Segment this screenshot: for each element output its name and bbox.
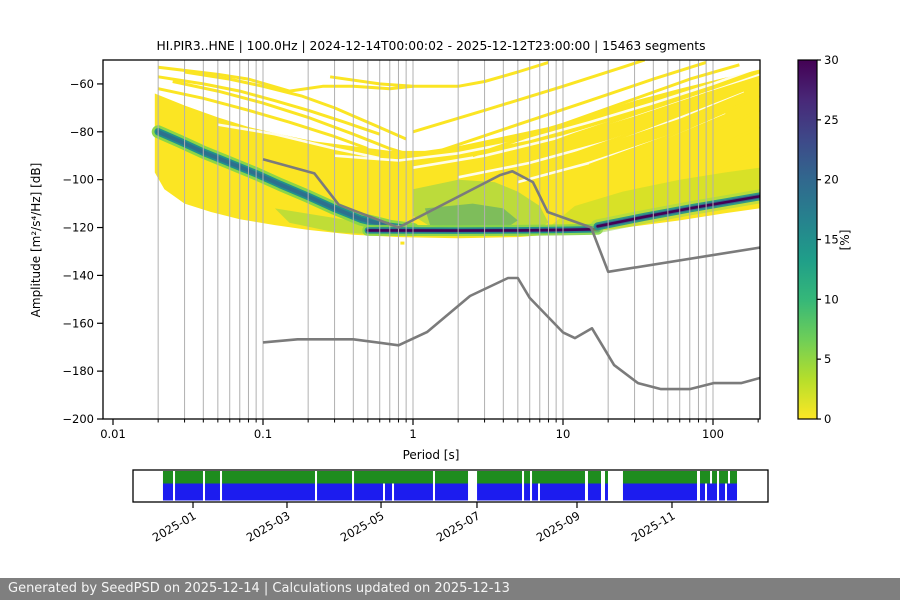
- availability-gap: [314, 471, 318, 501]
- psd-streak: [157, 87, 369, 151]
- availability-gap: [382, 483, 385, 501]
- availability-gap: [219, 471, 223, 501]
- availability-gap: [392, 483, 395, 501]
- availability-gap: [522, 471, 525, 501]
- figure-title: HI.PIR3..HNE | 100.0Hz | 2024-12-14T00:0…: [156, 39, 705, 54]
- month-label: 2025-01: [150, 508, 199, 544]
- availability-gap: [727, 471, 730, 484]
- probability-blob: [548, 167, 760, 230]
- nhnm-line: [262, 158, 760, 274]
- month-label: 2025-07: [434, 508, 483, 544]
- availability-gap: [352, 471, 355, 501]
- probability-ridge-descent: [156, 129, 415, 232]
- availability-timeline: 2025-01 2025-03 2025-05 2025-07 2025-09 2025-…: [132, 469, 769, 545]
- availability-gap: [710, 471, 713, 484]
- y-tick-label: −60: [70, 77, 94, 91]
- colorbar-tick-label: 5: [824, 352, 831, 366]
- x-tick-label: 1: [409, 427, 416, 441]
- gap-streak: [217, 123, 380, 160]
- psd-histogram: [151, 60, 760, 245]
- availability-gap: [600, 471, 605, 501]
- psd-streak: [547, 82, 760, 165]
- footer-text: Generated by SeedPSD on 2025-12-14 | Cal…: [8, 581, 510, 596]
- availability-gap: [432, 471, 436, 501]
- colorbar: 0 5 10 15 20 25 30: [797, 53, 839, 426]
- availability-gap: [538, 483, 541, 501]
- x-tick-label: 100: [702, 427, 724, 441]
- nlnm-line: [262, 276, 760, 391]
- y-tick-label: −120: [62, 221, 94, 235]
- availability-gap: [468, 471, 478, 501]
- month-label: 2025-11: [629, 508, 678, 544]
- footer-bar: Generated by SeedPSD on 2025-12-14 | Cal…: [0, 578, 900, 600]
- month-label: 2025-09: [534, 508, 583, 544]
- psd-streak: [158, 65, 414, 93]
- month-label: 2025-05: [338, 508, 387, 544]
- psd-streak: [329, 60, 549, 88]
- colorbar-tick-label: 25: [824, 113, 839, 127]
- outlier-pixel: [400, 241, 405, 245]
- y-tick-label: −80: [70, 125, 94, 139]
- ppsd-chart: 0.01 0.1 1 10 100−60−80−100−120−140−160−180−…: [29, 39, 852, 545]
- availability-gap: [202, 471, 206, 501]
- availability-gap: [530, 471, 533, 501]
- psd-streak: [679, 125, 760, 167]
- availability-blue-band: [162, 483, 738, 501]
- y-tick-label: −160: [62, 316, 94, 330]
- y-axis-label: Amplitude [m²/s⁴/Hz] [dB]: [29, 163, 43, 318]
- colorbar-tick-label: 20: [824, 173, 839, 187]
- x-tick-label: 10: [556, 427, 571, 441]
- plot-border: [102, 59, 761, 420]
- month-label: 2025-03: [244, 508, 293, 544]
- psd-streak: [712, 147, 760, 174]
- availability-gap: [697, 471, 700, 501]
- colorbar-tick-label: 10: [824, 292, 839, 306]
- availability-gap: [705, 483, 708, 501]
- availability-gap: [725, 483, 728, 501]
- y-tick-label: −100: [62, 173, 94, 187]
- psd-streak: [438, 60, 707, 153]
- colorbar-tick-label: 0: [824, 412, 831, 426]
- availability-gap: [717, 471, 720, 501]
- axes-ticks-labels: 0.01 0.1 1 10 100 −60 −80 −100 −120 −140 −160 −180 −…: [62, 77, 759, 441]
- colorbar-tick-label: 15: [824, 233, 839, 247]
- x-axis-label: Period [s]: [403, 448, 460, 462]
- grid-lines: [157, 60, 714, 419]
- availability-green-band: [162, 471, 738, 484]
- x-tick-label: 0.1: [254, 427, 272, 441]
- gap-streak: [334, 65, 760, 162]
- availability-gap: [607, 471, 623, 501]
- y-tick-label: −140: [62, 268, 94, 282]
- probability-blob: [413, 179, 549, 235]
- colorbar-label: [%]: [838, 230, 852, 251]
- noise-model-lines: [262, 158, 760, 391]
- timeline-border: [132, 469, 769, 503]
- y-tick-label: −180: [62, 364, 94, 378]
- availability-gap: [173, 471, 176, 501]
- colorbar-tick-label: 30: [824, 53, 839, 67]
- availability-gap: [584, 471, 588, 501]
- colorbar-gradient: [798, 60, 817, 419]
- x-tick-label: 0.01: [100, 427, 126, 441]
- y-tick-label: −200: [62, 412, 94, 426]
- psd-streak: [588, 94, 760, 167]
